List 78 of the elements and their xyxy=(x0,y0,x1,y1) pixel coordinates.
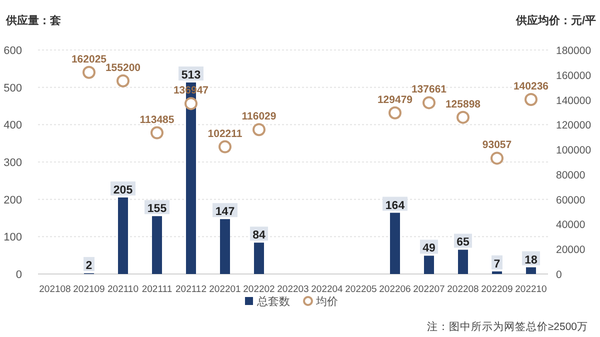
data-label: 102211 xyxy=(208,128,242,140)
bar xyxy=(424,256,434,274)
point xyxy=(82,66,96,79)
x-tick-label: 202108 xyxy=(39,284,71,295)
x-tick-label: 202204 xyxy=(311,284,343,295)
y2-tick-label: 80000 xyxy=(556,169,586,182)
point xyxy=(456,110,470,124)
x-tick-label: 202209 xyxy=(481,284,513,295)
data-label: 49 xyxy=(422,242,436,255)
y-tick-label: 300 xyxy=(4,157,22,169)
data-label: 162025 xyxy=(71,53,107,66)
bar xyxy=(526,267,536,274)
x-tick-label: 202203 xyxy=(277,284,309,295)
bar xyxy=(220,219,230,274)
data-label: 7 xyxy=(494,258,500,270)
y-tick-label: 100 xyxy=(4,232,22,244)
x-tick-label: 202206 xyxy=(379,284,411,295)
data-label: 205 xyxy=(113,184,134,196)
x-tick-label: 202208 xyxy=(447,284,479,295)
y2-tick-label: 120000 xyxy=(556,120,592,132)
data-label: 155 xyxy=(147,203,168,216)
data-label: 113485 xyxy=(140,114,174,126)
y2-tick-label: 100000 xyxy=(556,144,592,157)
y2-tick-label: 40000 xyxy=(556,219,586,232)
y2-tick-label: 20000 xyxy=(556,244,586,256)
point xyxy=(524,92,538,106)
data-label: 129479 xyxy=(377,94,413,106)
bar xyxy=(390,212,400,274)
data-label: 147 xyxy=(215,206,235,218)
legend-label: 均价 xyxy=(315,296,338,308)
data-label: 513 xyxy=(181,69,201,82)
y-tick-label: 500 xyxy=(4,82,22,94)
data-label: 125898 xyxy=(445,98,481,110)
x-tick-label: 202202 xyxy=(243,284,275,295)
bar xyxy=(458,250,468,274)
y-axis-title: 供应量：套 xyxy=(5,14,61,27)
point xyxy=(490,152,504,165)
bar xyxy=(152,216,162,274)
y2-tick-label: 140000 xyxy=(556,94,592,107)
y2-tick-label: 180000 xyxy=(556,45,592,57)
bar xyxy=(492,271,502,274)
x-tick-label: 202109 xyxy=(73,284,105,295)
x-tick-label: 202210 xyxy=(515,284,547,295)
y-tick-label: 200 xyxy=(4,194,22,206)
data-label: 137661 xyxy=(411,84,447,96)
data-label: 65 xyxy=(456,236,470,249)
point xyxy=(116,74,130,88)
point xyxy=(252,123,266,136)
y2-axis-title: 供应均价：元/平 xyxy=(514,14,596,27)
y2-tick-label: 160000 xyxy=(556,70,592,82)
x-tick-label: 202111 xyxy=(142,284,172,295)
point xyxy=(184,97,198,110)
point xyxy=(422,96,436,110)
x-tick-label: 202201 xyxy=(209,284,241,295)
data-label: 155200 xyxy=(105,62,141,74)
bar xyxy=(254,242,264,274)
point xyxy=(388,106,402,120)
x-tick-label: 202205 xyxy=(345,284,377,295)
data-label: 2 xyxy=(86,260,92,272)
point xyxy=(150,126,164,140)
y2-tick-label: 60000 xyxy=(556,194,586,206)
y2-tick-label: 0 xyxy=(556,269,562,281)
legend-label: 总套数 xyxy=(256,295,290,308)
data-label: 116029 xyxy=(242,110,276,123)
x-tick-label: 202112 xyxy=(176,284,206,295)
data-label: 164 xyxy=(385,200,406,212)
text: 注：图中所示为网签总价≥2500万 xyxy=(426,320,588,333)
data-label: 84 xyxy=(252,230,266,242)
data-label: 140236 xyxy=(513,80,549,92)
x-tick-label: 202207 xyxy=(413,284,445,295)
data-label: 18 xyxy=(524,254,538,266)
bar xyxy=(118,197,128,274)
x-tick-label: 202110 xyxy=(108,284,138,295)
data-label: 93057 xyxy=(482,139,512,152)
y-tick-label: 0 xyxy=(16,269,22,281)
y-tick-label: 600 xyxy=(4,45,22,57)
point xyxy=(218,140,232,154)
y-tick-label: 400 xyxy=(4,120,22,132)
